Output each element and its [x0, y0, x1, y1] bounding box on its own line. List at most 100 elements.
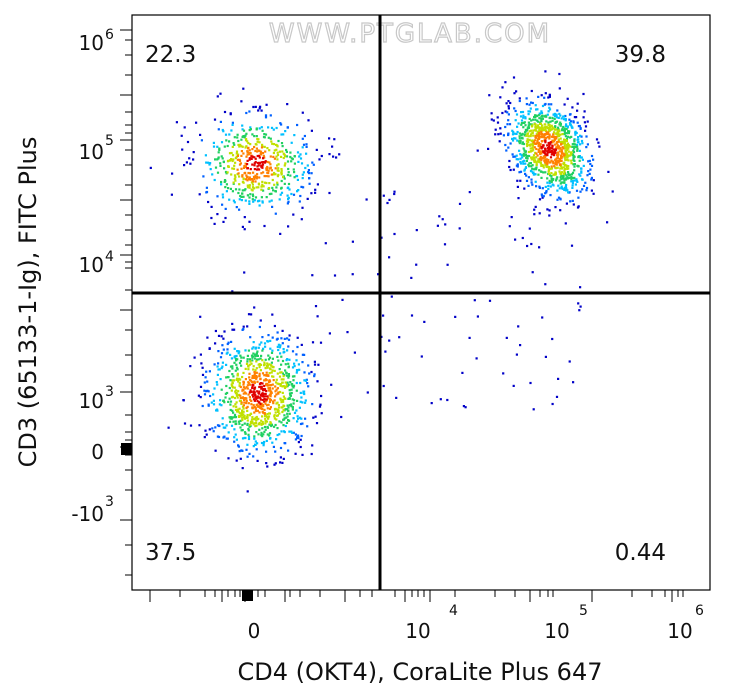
event-dot [330, 383, 333, 386]
event-dot [541, 117, 544, 120]
event-dot [555, 128, 558, 131]
event-dot [307, 171, 310, 174]
event-dot [276, 151, 279, 154]
event-dot [558, 158, 562, 161]
event-dot [509, 101, 512, 105]
event-dot [283, 386, 287, 389]
event-dot [532, 141, 535, 144]
event-dot [270, 169, 273, 172]
event-dot [555, 137, 558, 140]
event-dot [393, 190, 396, 193]
event-dot [270, 126, 274, 129]
event-dot [556, 151, 559, 154]
event-dot [216, 383, 219, 386]
event-dot [235, 401, 238, 404]
event-dot [258, 372, 261, 375]
event-dot [253, 187, 256, 190]
event-dot [234, 408, 238, 411]
event-dot [281, 385, 284, 388]
event-dot [267, 416, 270, 420]
x-tick-label-1e6: 10 6 [667, 603, 704, 643]
event-dot [553, 138, 557, 141]
event-dot [261, 403, 264, 406]
event-dot [563, 144, 566, 147]
event-dot [305, 152, 308, 155]
event-dot [554, 136, 557, 139]
event-dot [507, 107, 510, 110]
event-dot [526, 139, 529, 142]
event-dot [554, 126, 557, 129]
event-dot [550, 103, 553, 106]
event-dot [229, 159, 232, 162]
event-dot [519, 139, 522, 142]
event-dot [291, 398, 294, 401]
event-dot [213, 118, 217, 121]
event-dot [286, 404, 289, 407]
event-dot [328, 137, 331, 140]
event-dot [244, 162, 247, 165]
event-dot [559, 137, 562, 140]
event-dot [292, 402, 295, 405]
event-dot [271, 383, 274, 386]
event-dot [220, 141, 224, 144]
event-dot [241, 423, 244, 427]
event-dot [548, 94, 551, 97]
event-dot [279, 390, 282, 394]
event-dot [317, 363, 320, 366]
event-dot [242, 404, 245, 407]
event-dot [238, 393, 241, 396]
event-dot [251, 393, 254, 397]
event-dot [324, 242, 327, 245]
event-dot [219, 92, 222, 95]
event-dot [266, 384, 269, 387]
event-dot [531, 271, 534, 274]
event-dot [255, 395, 258, 398]
event-dot [565, 183, 568, 187]
event-dot [306, 382, 309, 385]
event-dot [557, 157, 560, 160]
event-dot [287, 171, 290, 174]
event-dot [541, 187, 544, 190]
event-dot [562, 166, 565, 169]
event-dot [242, 195, 245, 198]
event-dot [569, 151, 572, 154]
event-dot [260, 419, 263, 422]
event-dot [341, 298, 344, 301]
event-dot [290, 388, 293, 391]
event-dot [516, 179, 519, 182]
event-dot [570, 177, 573, 181]
event-dot [527, 126, 530, 130]
event-dot [287, 200, 290, 203]
event-dot [269, 368, 272, 371]
event-dot [545, 158, 548, 161]
event-dot [272, 445, 275, 448]
event-dot [226, 348, 229, 351]
event-dot [263, 397, 266, 401]
event-dot [458, 227, 461, 230]
event-dot [272, 151, 275, 155]
event-dot [515, 158, 518, 161]
event-dot [262, 388, 265, 391]
event-dot [235, 150, 239, 153]
event-dot [517, 197, 520, 200]
event-dot [549, 167, 552, 170]
event-dot [585, 189, 588, 192]
event-dot [289, 174, 292, 177]
event-dot [278, 368, 281, 371]
event-dot [287, 449, 290, 452]
event-dot [561, 176, 564, 180]
event-dot [558, 145, 561, 148]
event-dot [556, 126, 560, 129]
event-dot [535, 108, 538, 111]
event-dot [541, 146, 544, 149]
event-dot [233, 356, 236, 359]
event-dot [531, 144, 534, 147]
event-dot [245, 132, 248, 135]
event-dot [204, 154, 207, 157]
event-dot [219, 162, 222, 165]
svg-text:10: 10 [667, 619, 692, 643]
event-dot [227, 187, 230, 190]
event-dot [286, 381, 289, 384]
event-dot [251, 186, 255, 189]
event-dot [260, 109, 263, 112]
